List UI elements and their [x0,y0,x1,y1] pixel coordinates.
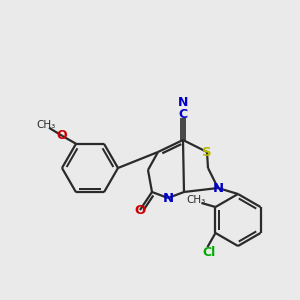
Text: CH₃: CH₃ [187,195,206,205]
Text: C: C [178,109,188,122]
Text: CH₃: CH₃ [36,120,56,130]
Text: N: N [212,182,224,194]
Text: S: S [202,146,212,158]
Text: N: N [162,191,174,205]
Text: N: N [178,95,188,109]
Text: O: O [134,203,146,217]
Text: O: O [57,129,67,142]
Text: Cl: Cl [203,247,216,260]
